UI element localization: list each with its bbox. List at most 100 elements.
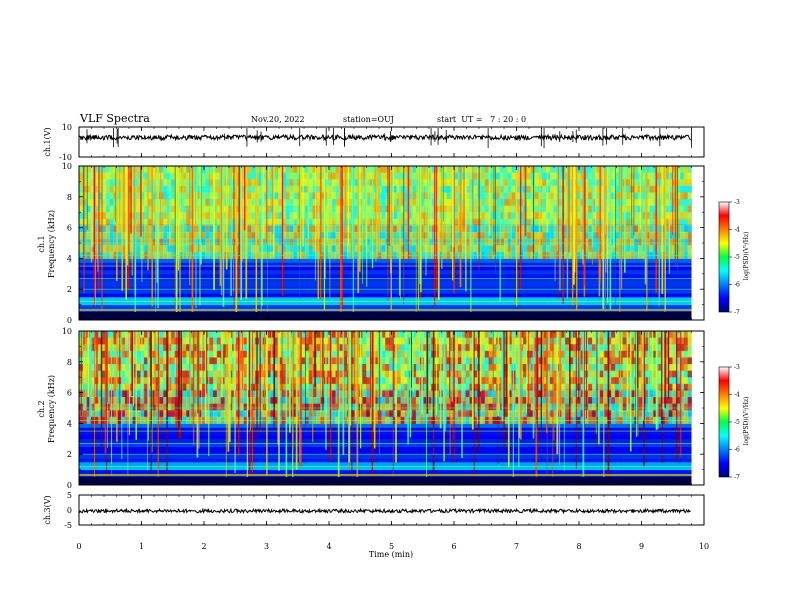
spec-cell [105, 185, 111, 193]
spec-cell [209, 331, 214, 339]
spec-cell [144, 185, 149, 193]
spec-cell [117, 205, 122, 213]
spec-cell [270, 232, 275, 240]
spec-cell [538, 357, 543, 365]
spec-cell [507, 370, 513, 378]
spec-cell [584, 179, 589, 187]
spec-cell [480, 357, 486, 365]
spec-cell [331, 205, 336, 213]
spec-cell [565, 383, 570, 391]
spec-cell [599, 166, 604, 174]
spec-cell [151, 185, 157, 193]
spec-cell [251, 212, 256, 220]
spec-cell [266, 212, 271, 220]
spec-cell [224, 377, 229, 385]
spec-cell [144, 383, 149, 391]
spec-cell [136, 377, 141, 385]
spec-cell [488, 377, 493, 385]
spec-cell [266, 192, 271, 200]
spec-cell [664, 397, 670, 405]
spec-cell [523, 377, 528, 385]
ch1-ytick-bottom: -10 [59, 153, 72, 162]
spec-cell [404, 179, 409, 187]
spec-cell [683, 410, 689, 418]
spec-cell [511, 245, 516, 253]
spec-cell [645, 172, 650, 180]
spec-cell [163, 245, 168, 253]
spec-cell [637, 357, 643, 365]
spec-cell [392, 377, 398, 385]
spec-cell [392, 331, 398, 339]
spec-cell [607, 397, 612, 405]
spec-cell [611, 212, 616, 220]
spec-cell [170, 403, 176, 411]
spec-cell [611, 350, 616, 358]
spec-cell [630, 218, 635, 226]
spec-cell [392, 245, 398, 253]
spec-cell [469, 383, 474, 391]
spec-cell [404, 205, 409, 213]
spec-cell [400, 185, 405, 193]
spec-cell [683, 397, 689, 405]
spec-cell [446, 331, 451, 339]
spec-cell [178, 238, 183, 246]
spec-cell [301, 364, 306, 372]
spec-cell [664, 390, 670, 398]
spec-cell [614, 357, 620, 365]
spec-cell [588, 383, 593, 391]
spec-cell [645, 370, 650, 378]
spec-cell [101, 403, 107, 411]
spec-cell [144, 357, 149, 365]
spec-cell [304, 350, 310, 358]
spec-cell [523, 390, 528, 398]
spec-cell [243, 377, 248, 385]
spec-cell [473, 232, 478, 240]
spec-cell [182, 357, 187, 365]
spec-cell [396, 245, 402, 253]
spec-cell [373, 344, 379, 352]
spec-cell [415, 370, 421, 378]
spec-cell [526, 172, 532, 180]
spec-cell [400, 331, 405, 339]
spec-cell [98, 350, 103, 358]
spec-cell [408, 192, 413, 200]
spec-cell [676, 166, 681, 174]
spec-cell [484, 383, 490, 391]
spec-cell [381, 225, 386, 233]
spec-cell [136, 357, 141, 365]
spec-cell [419, 179, 425, 187]
spec-cell [147, 410, 153, 418]
spec-cell [645, 225, 650, 233]
spec-cell [687, 166, 692, 174]
spec-cell [626, 344, 631, 352]
spec-cell [350, 397, 356, 405]
spec-cell [672, 337, 677, 345]
spec-cell [170, 232, 176, 240]
spec-cell [90, 337, 95, 345]
spec-cell [285, 383, 291, 391]
spec-cell [431, 212, 436, 220]
spec-cell [427, 337, 432, 345]
spec-cell [304, 403, 310, 411]
spec-cell [473, 192, 478, 200]
spec-cell [389, 377, 394, 385]
spec-cell [212, 331, 218, 339]
spec-cell [320, 245, 325, 253]
spec-cell [82, 232, 88, 240]
spec-cell [301, 390, 306, 398]
spec-cell [645, 397, 650, 405]
spec-cell [113, 350, 118, 358]
spec-cell [565, 331, 570, 339]
spec-cell [553, 218, 559, 226]
spec-cell [362, 410, 367, 418]
spec-cell [101, 377, 107, 385]
spec-cell [385, 344, 390, 352]
spec-cell [542, 337, 547, 345]
spec-cell [98, 377, 103, 385]
spec-cell [293, 245, 298, 253]
spec-cell [549, 232, 555, 240]
spec-cell [212, 166, 218, 174]
spec-cell [400, 225, 405, 233]
spec-cell [159, 344, 164, 352]
spec-cell [427, 179, 432, 187]
